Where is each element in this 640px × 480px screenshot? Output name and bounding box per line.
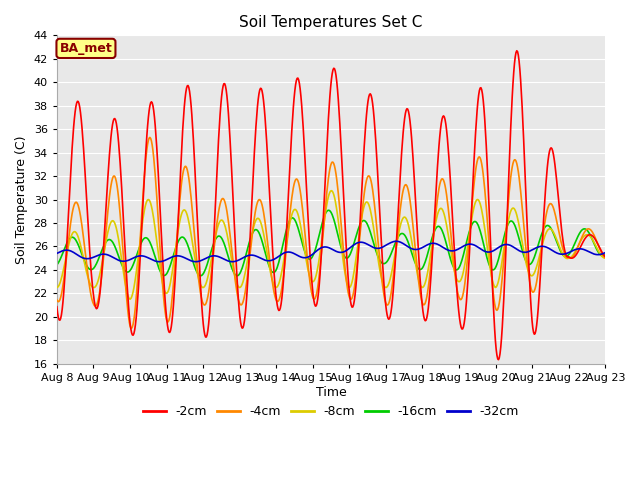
Y-axis label: Soil Temperature (C): Soil Temperature (C) <box>15 135 28 264</box>
Title: Soil Temperatures Set C: Soil Temperatures Set C <box>239 15 423 30</box>
X-axis label: Time: Time <box>316 385 346 398</box>
Text: BA_met: BA_met <box>60 42 113 55</box>
Legend: -2cm, -4cm, -8cm, -16cm, -32cm: -2cm, -4cm, -8cm, -16cm, -32cm <box>138 400 524 423</box>
